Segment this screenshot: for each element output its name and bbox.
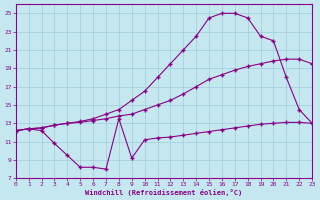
X-axis label: Windchill (Refroidissement éolien,°C): Windchill (Refroidissement éolien,°C)	[85, 189, 243, 196]
